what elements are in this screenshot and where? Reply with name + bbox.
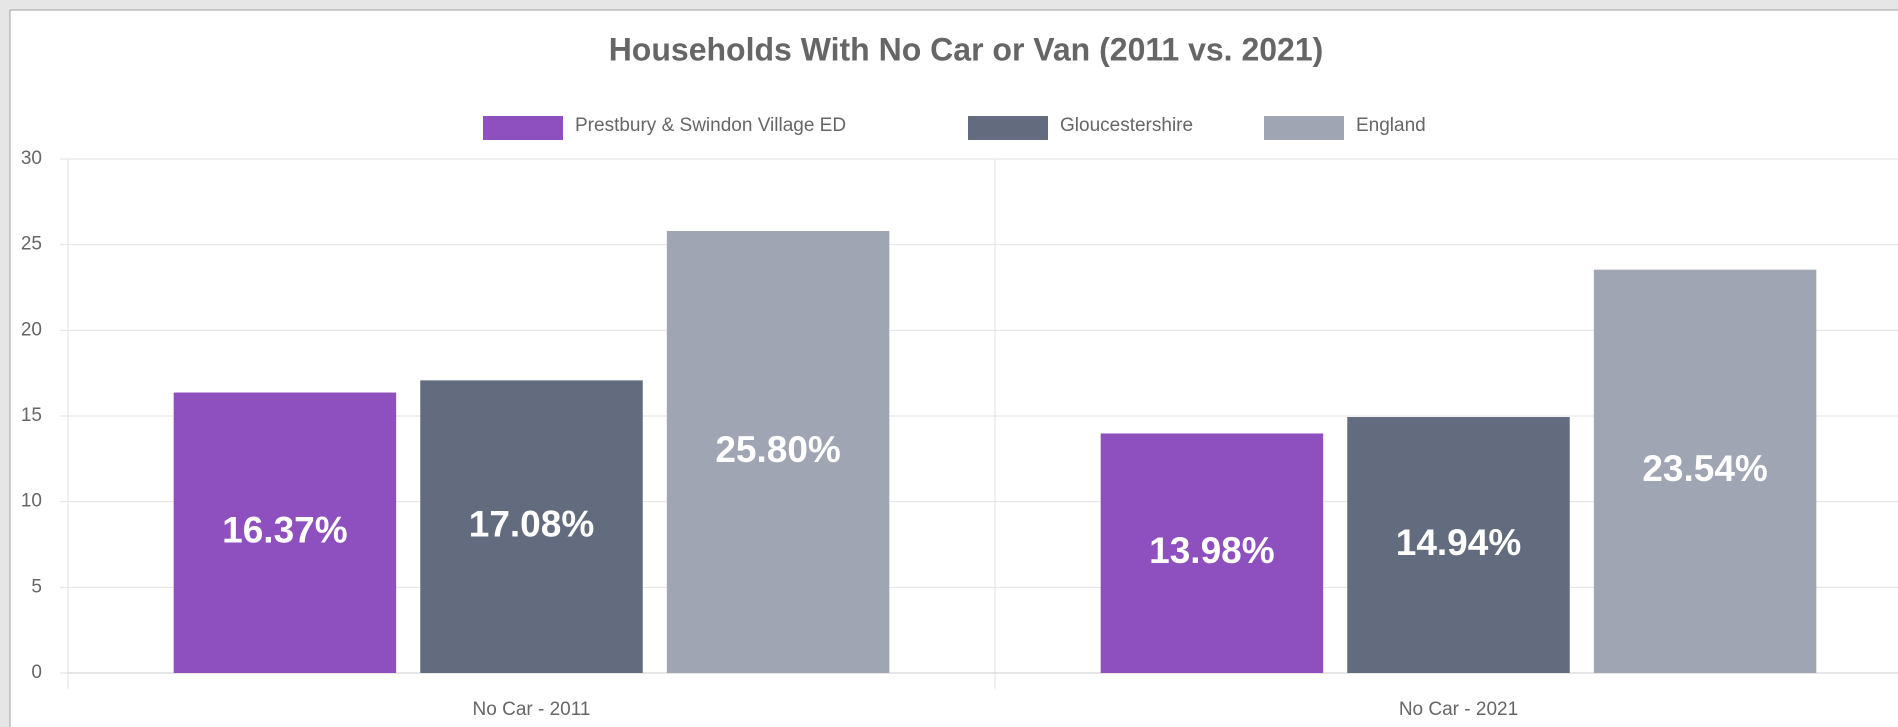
- bar: [666, 230, 890, 673]
- legend-label: Gloucestershire: [1060, 115, 1193, 136]
- y-tick-label: 15: [21, 405, 42, 426]
- bar: [1347, 417, 1570, 673]
- y-tick-label: 5: [31, 576, 42, 597]
- y-tick-label: 30: [21, 148, 42, 169]
- data-label: 17.08%: [469, 503, 595, 544]
- bar: [1100, 433, 1324, 673]
- x-tick-label: No Car - 2011: [473, 699, 591, 720]
- y-tick-label: 0: [31, 662, 42, 683]
- bar: [173, 392, 397, 673]
- legend-swatch: [1264, 116, 1344, 140]
- legend-swatch: [483, 116, 563, 140]
- data-label: 14.94%: [1396, 522, 1522, 563]
- legend-swatch: [968, 116, 1048, 140]
- x-tick-label: No Car - 2021: [1399, 699, 1518, 720]
- data-label: 25.80%: [715, 429, 841, 470]
- y-tick-label: 25: [21, 234, 42, 255]
- y-tick-label: 10: [21, 491, 42, 512]
- legend-label: Prestbury & Swindon Village ED: [575, 115, 846, 136]
- bar: [420, 380, 643, 673]
- legend-label: England: [1356, 115, 1426, 136]
- data-label: 13.98%: [1149, 530, 1275, 571]
- chart-title: Households With No Car or Van (2011 vs. …: [609, 31, 1324, 67]
- data-label: 23.54%: [1642, 448, 1768, 489]
- bar: [1593, 269, 1817, 673]
- y-tick-label: 20: [21, 319, 42, 340]
- data-label: 16.37%: [222, 510, 348, 551]
